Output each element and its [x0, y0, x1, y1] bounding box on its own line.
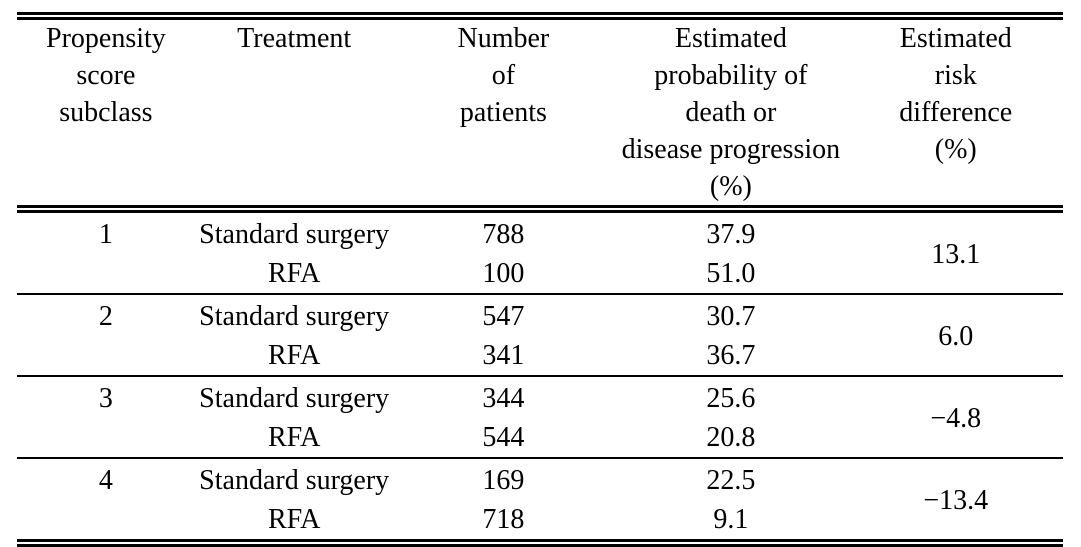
patients-cell: 544 [482, 422, 525, 453]
treatment-cell: Standard surgery [194, 293, 394, 336]
patients-cell: 547 [393, 293, 614, 336]
risk-difference-cell: −13.4 [848, 457, 1063, 543]
treatment-cell: Standard surgery [194, 375, 394, 418]
probability-cell: 30.7 [613, 293, 849, 336]
table-row-group4-surgery: 4 Standard surgery 169 22.5 −13.4 [17, 457, 1063, 543]
table-row-group3-rfa: RFA 544 20.8 [17, 418, 1063, 458]
table-body: 1 Standard surgery 788 37.9 13.1 RFA 100… [17, 209, 1063, 543]
subclass-cell: 1 [98, 219, 113, 250]
risk-difference-cell: 6.0 [848, 293, 1063, 376]
col-header-number-of-patients: Number of patients [393, 16, 614, 213]
risk-difference-cell: 13.1 [931, 238, 981, 270]
patients-cell: 169 [393, 457, 614, 500]
treatment-cell: RFA [267, 422, 321, 453]
propensity-score-table: Propensity score subclass Treatment Numb… [17, 12, 1063, 547]
subclass-cell: 3 [17, 375, 195, 458]
patients-cell: 100 [482, 258, 525, 289]
probability-cell: 20.8 [706, 422, 756, 453]
col-header-treatment: Treatment [194, 16, 394, 213]
col-header-estimated-probability: Estimated probability of death or diseas… [613, 16, 849, 213]
subclass-cell: 2 [17, 293, 195, 376]
table-row-group2-rfa: RFA 341 36.7 [17, 336, 1063, 376]
header-row: Propensity score subclass Treatment Numb… [17, 16, 1063, 213]
treatment-cell: RFA [267, 504, 321, 535]
probability-cell: 36.7 [706, 340, 756, 371]
treatment-cell: Standard surgery [194, 457, 394, 500]
table-row-group1-rfa: RFA 100 51.0 [17, 254, 1063, 294]
probability-cell: 22.5 [613, 457, 849, 500]
treatment-cell: RFA [267, 258, 321, 289]
patients-cell: 341 [482, 340, 525, 371]
table-row-group2-surgery: 2 Standard surgery 547 30.7 6.0 [17, 293, 1063, 376]
risk-difference-cell: −4.8 [848, 375, 1063, 458]
table-header: Propensity score subclass Treatment Numb… [17, 16, 1063, 213]
probability-cell: 37.9 [706, 219, 756, 250]
treatment-cell: RFA [267, 340, 321, 371]
patients-cell: 788 [482, 219, 525, 250]
probability-cell: 51.0 [706, 258, 756, 289]
treatment-cell: Standard surgery [199, 219, 390, 250]
probability-cell: 9.1 [713, 504, 749, 535]
paper-table-page: Propensity score subclass Treatment Numb… [17, 12, 1063, 547]
col-header-propensity-score-subclass: Propensity score subclass [17, 16, 195, 213]
subclass-cell: 4 [17, 457, 195, 543]
patients-cell: 718 [482, 504, 525, 535]
table-row-group1-surgery: 1 Standard surgery 788 37.9 13.1 [17, 209, 1063, 270]
probability-cell: 25.6 [613, 375, 849, 418]
patients-cell: 344 [393, 375, 614, 418]
table-row-group3-surgery: 3 Standard surgery 344 25.6 −4.8 [17, 375, 1063, 458]
col-header-estimated-risk-difference: Estimated risk difference (%) [848, 16, 1063, 213]
